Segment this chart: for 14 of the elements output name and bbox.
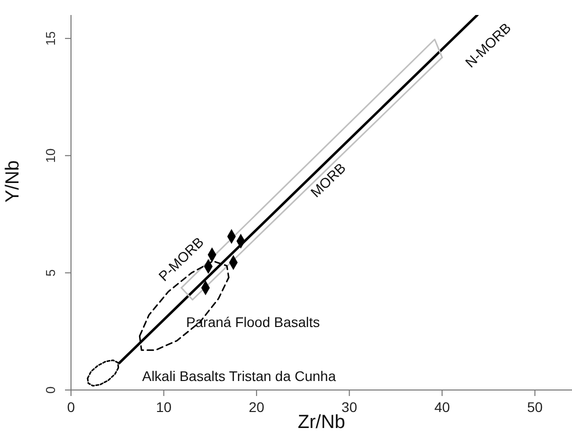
y-tick-label: 5 — [43, 269, 58, 276]
y-tick-label: 15 — [43, 31, 58, 46]
y-tick-label: 0 — [43, 386, 58, 394]
annotation: Alkali Basalts Tristan da Cunha — [142, 368, 336, 384]
y-axis-title: Y/Nb — [2, 160, 24, 202]
x-axis-title: Zr/Nb — [298, 412, 346, 433]
x-tick-label: 50 — [527, 399, 543, 415]
x-tick-label: 20 — [248, 399, 265, 415]
x-tick-label: 0 — [67, 399, 76, 415]
x-tick-label: 30 — [342, 399, 358, 415]
x-tick-label: 10 — [156, 399, 172, 415]
x-tick-label: 40 — [434, 399, 450, 415]
annotation: Paraná Flood Basalts — [186, 314, 320, 330]
y-tick-label: 10 — [43, 148, 58, 163]
